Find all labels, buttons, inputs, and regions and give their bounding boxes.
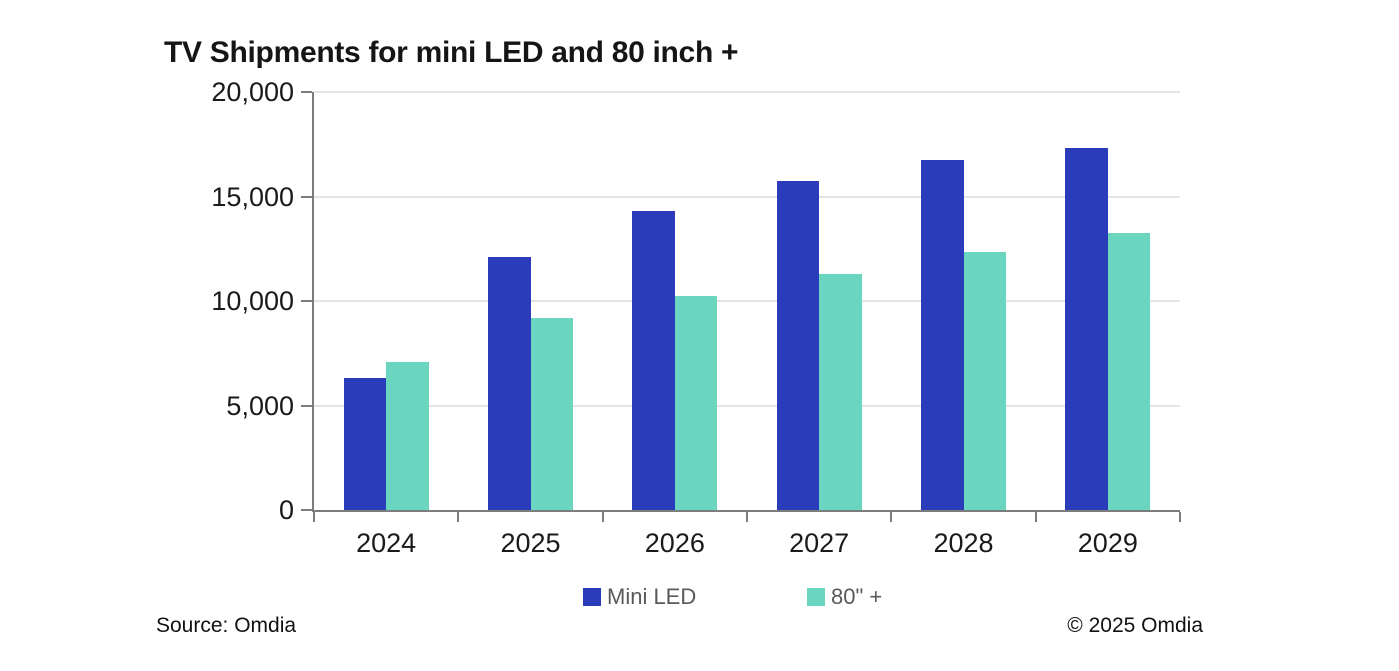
- legend-label-80-inch-plus: 80" +: [831, 584, 883, 609]
- chart-title: TV Shipments for mini LED and 80 inch +: [164, 36, 739, 69]
- bar-80-2028: [963, 251, 1006, 510]
- copyright-text: © 2025 Omdia: [1067, 614, 1203, 637]
- y-tick-label-5000: 5,000: [226, 390, 294, 421]
- x-axis-line: [312, 510, 1180, 512]
- x-label-2026: 2026: [644, 528, 705, 558]
- plot-area: 20,000 15,000 10,000 5,000 0 2024 2025 2026 2027…: [211, 77, 1181, 558]
- x-tick-2: [601, 512, 604, 522]
- x-label-2028: 2028: [933, 528, 994, 558]
- x-label-2025: 2025: [500, 528, 561, 558]
- y-axis-line: [312, 92, 314, 510]
- y-tick-5000: [301, 404, 312, 407]
- y-tick-label-10000: 10,000: [211, 286, 294, 316]
- bar-80-2026: [674, 295, 718, 510]
- gridline-5000: [314, 404, 1180, 407]
- y-tick-15000: [301, 195, 312, 198]
- x-tick-0: [313, 512, 315, 522]
- bar-mini-led-2024: [343, 378, 387, 510]
- x-tick-4: [890, 512, 893, 522]
- legend-item-80-inch-plus: 80" +: [807, 584, 882, 610]
- bar-80-2029: [1107, 233, 1151, 510]
- x-label-2029: 2029: [1077, 528, 1138, 558]
- x-tick-3: [746, 512, 748, 522]
- x-tick-1: [457, 512, 460, 522]
- legend-swatch-80-inch-plus: [807, 588, 825, 606]
- bar-mini-led-2026: [632, 211, 675, 510]
- y-tick-10000: [301, 300, 312, 302]
- y-tick-0: [301, 509, 312, 511]
- bar-mini-led-2027: [776, 180, 820, 510]
- legend-label-mini-led: Mini LED: [607, 584, 697, 609]
- gridline-20000: [314, 91, 1180, 93]
- bar-mini-led-2028: [921, 159, 964, 510]
- legend: Mini LED 80" +: [0, 584, 1399, 610]
- gridline-10000: [314, 300, 1180, 302]
- y-tick-label-20000: 20,000: [211, 77, 294, 107]
- x-tick-6: [1179, 512, 1181, 522]
- source-text: Source: Omdia: [156, 614, 297, 637]
- x-label-2024: 2024: [356, 528, 417, 558]
- legend-item-mini-led: Mini LED: [583, 584, 696, 610]
- y-tick-20000: [301, 91, 312, 93]
- y-tick-label-15000: 15,000: [211, 181, 294, 212]
- bar-80-2027: [819, 273, 862, 510]
- y-tick-label-0: 0: [278, 495, 294, 525]
- x-tick-5: [1034, 512, 1037, 522]
- bar-mini-led-2029: [1065, 148, 1108, 510]
- bar-80-2024: [386, 361, 429, 510]
- bar-80-2025: [530, 317, 573, 510]
- gridline-15000: [314, 195, 1180, 198]
- legend-swatch-mini-led: [583, 588, 601, 606]
- bar-mini-led-2025: [488, 257, 531, 510]
- x-label-2027: 2027: [789, 528, 850, 558]
